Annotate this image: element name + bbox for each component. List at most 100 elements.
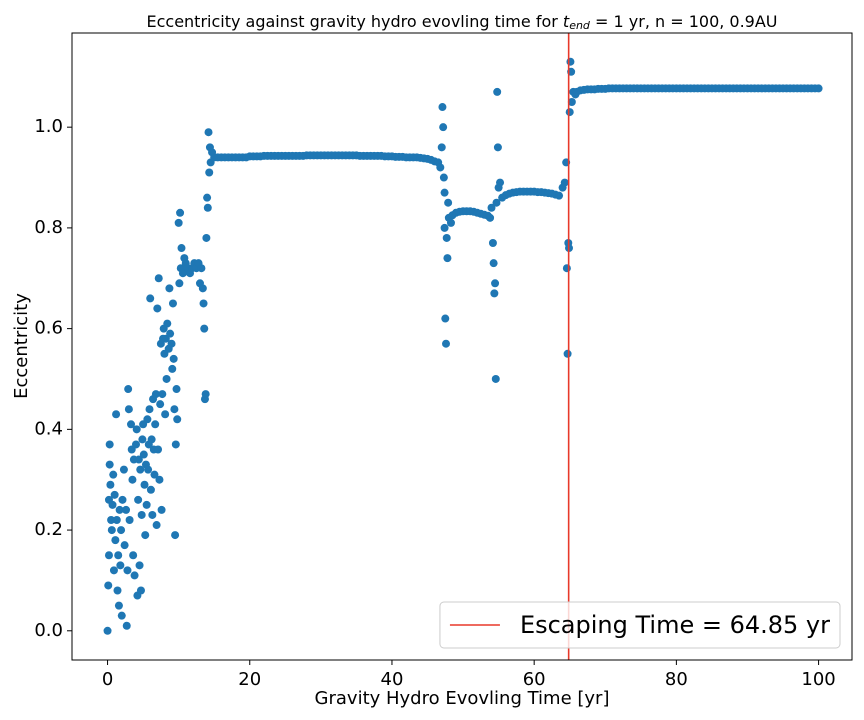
point	[115, 505, 124, 514]
point	[138, 435, 147, 444]
x-tick-label: 60	[523, 669, 546, 690]
point	[110, 490, 119, 499]
point	[157, 505, 166, 514]
point	[135, 561, 144, 570]
x-tick-label: 100	[801, 669, 835, 690]
point	[154, 445, 163, 454]
point	[117, 611, 126, 620]
point	[107, 526, 116, 535]
plot-frame	[71, 32, 853, 661]
point	[139, 450, 148, 459]
point	[488, 239, 497, 248]
point	[124, 385, 133, 394]
point	[178, 269, 187, 278]
point	[162, 374, 171, 383]
point	[173, 415, 182, 424]
point	[148, 510, 157, 519]
point	[205, 168, 214, 177]
y-axis-label: Eccentricity	[11, 293, 32, 399]
point	[134, 495, 143, 504]
point	[143, 415, 152, 424]
point	[140, 480, 149, 489]
point	[151, 420, 160, 429]
point	[442, 339, 451, 348]
point	[442, 233, 451, 242]
point	[171, 531, 180, 540]
x-axis-label: Gravity Hydro Evovling Time [yr]	[315, 688, 610, 709]
point	[128, 475, 137, 484]
point	[129, 551, 138, 560]
x-tick-label: 20	[238, 669, 261, 690]
point	[560, 178, 569, 187]
legend: Escaping Time = 64.85 yr	[439, 601, 841, 649]
point	[440, 223, 449, 232]
point	[112, 410, 121, 419]
point	[171, 440, 180, 449]
point	[167, 339, 176, 348]
title-text: Eccentricity against gravity hydro evovl…	[146, 12, 562, 31]
point	[142, 500, 151, 509]
point	[144, 465, 153, 474]
title-text: = 1 yr, n = 100, 0.9AU	[590, 12, 778, 31]
point	[161, 410, 170, 419]
point	[203, 203, 212, 212]
point	[137, 510, 146, 519]
point	[440, 188, 449, 197]
point	[567, 97, 576, 106]
point	[566, 57, 575, 66]
point	[204, 128, 213, 137]
point	[496, 178, 505, 187]
point	[166, 329, 175, 338]
point	[175, 279, 184, 288]
point	[122, 505, 131, 514]
point	[172, 385, 181, 394]
point	[124, 405, 133, 414]
point	[154, 274, 163, 283]
point	[492, 198, 501, 207]
point	[491, 279, 500, 288]
point	[158, 390, 167, 399]
point	[146, 485, 155, 494]
point	[131, 440, 140, 449]
point	[439, 123, 448, 132]
point	[118, 495, 127, 504]
title-symbol: t	[563, 12, 570, 31]
point	[104, 581, 113, 590]
point	[151, 390, 160, 399]
point	[125, 515, 134, 524]
point	[146, 294, 155, 303]
point	[165, 284, 174, 293]
point	[491, 374, 500, 383]
point	[147, 435, 156, 444]
y-tick-label: 0.2	[34, 519, 63, 540]
point	[127, 420, 136, 429]
point	[177, 244, 186, 253]
point	[109, 566, 118, 575]
point	[163, 319, 172, 328]
point	[152, 521, 161, 530]
legend-label: Escaping Time = 64.85 yr	[520, 611, 830, 639]
point	[120, 541, 129, 550]
point	[486, 213, 495, 222]
point	[437, 143, 446, 152]
point	[441, 314, 450, 323]
plot-area	[103, 33, 823, 660]
point	[436, 163, 445, 172]
point	[132, 425, 141, 434]
point	[106, 480, 115, 489]
point	[150, 470, 159, 479]
chart-title: Eccentricity against gravity hydro evovl…	[146, 12, 777, 33]
point	[201, 390, 210, 399]
point	[155, 475, 164, 484]
point	[444, 198, 453, 207]
point	[112, 515, 121, 524]
point	[136, 465, 145, 474]
point	[439, 173, 448, 182]
title-subscript: end	[569, 19, 591, 32]
point	[490, 289, 499, 298]
point	[170, 405, 179, 414]
point	[117, 526, 126, 535]
point	[562, 264, 571, 273]
point	[119, 465, 128, 474]
